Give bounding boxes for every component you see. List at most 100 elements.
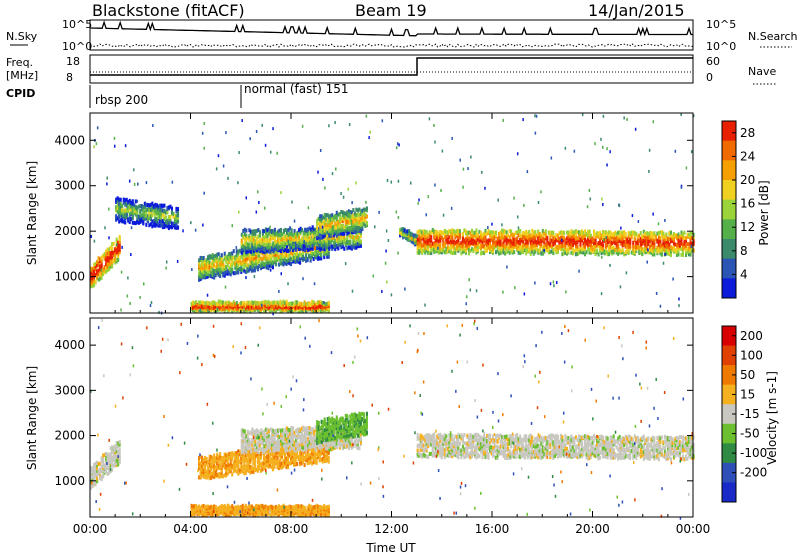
nsearch-line [89,43,694,48]
x-tick-label: 08:00 [274,522,309,536]
x-tick-label: 20:00 [575,522,610,536]
colorbar-swatch [722,121,736,142]
y-tick-label: 3000 [54,179,85,193]
echo-band [198,437,330,481]
colorbar-tick-label: 16 [740,197,755,211]
freq-line [90,57,693,76]
sky-tick-bottom-left: 10^0 [62,40,92,53]
colorbar-tick-label: 50 [740,368,755,382]
echo-band [90,235,121,289]
colorbar-tick-label: 100 [740,348,763,362]
colorbar-tick-label: 8 [740,244,748,258]
colorbar-swatch [722,258,736,279]
colorbar-swatch [722,180,736,201]
colorbar-tick-label: 15 [740,387,755,401]
echo-band [399,227,418,247]
nsky-line [90,20,693,37]
cpid-mode-2: normal (fast) 151 [244,82,348,96]
freq-tick-top: 18 [66,55,80,68]
colorbar-swatch [722,140,736,161]
x-tick-label: 16:00 [475,522,510,536]
y-tick-label: 2000 [54,429,85,443]
colorbar-swatch [722,482,736,503]
power-panel: 1000 2000 3000 4000 Slant Range [km] 4 8 12 16… [25,112,771,316]
velocity-echoes [90,318,695,520]
power-echoes [90,113,695,316]
colorbar-swatch [722,239,736,260]
velocity-colorbar-label: Velocity [m s-1] [765,371,779,465]
power-colorbar: 4 8 12 16 20 24 28 [721,120,755,299]
colorbar-tick-label: 4 [740,267,748,281]
colorbar-tick-label: 200 [740,329,763,343]
colorbar-swatch [722,219,736,240]
x-tick-label: 00:00 [73,522,108,536]
colorbar-tick-label: 28 [740,126,755,140]
freq-label: Freq. [6,56,33,69]
nsearch-label: N.Search [748,30,798,43]
sky-tick-top-right: 10^5 [706,18,736,31]
scatter-echoes [90,113,695,316]
y-tick-label: 4000 [54,338,85,352]
velocity-colorbar: 200 100 50 15 -15 -50 -100 -200 [721,325,767,503]
echo-band [190,503,330,518]
freq-tick-bottom: 8 [66,71,73,84]
echo-band [90,440,121,490]
cpid-label: CPID [6,87,35,100]
velocity-ylabel: Slant Range [km] [25,366,39,470]
y-tick-label: 2000 [54,224,85,238]
colorbar-tick-label: 20 [740,173,755,187]
x-tick-label: 00:00 [676,522,711,536]
colorbar-swatch [722,423,736,444]
freq-unit-label: [MHz] [6,69,38,82]
station-title: Blackstone (fitACF) [92,1,245,20]
colorbar-swatch [722,160,736,181]
echo-band [316,411,368,445]
echo-band [115,196,180,231]
colorbar-swatch [722,443,736,464]
echo-band [416,227,695,258]
power-colorbar-label: Power [dB] [757,180,771,245]
x-tick-label: 12:00 [374,522,409,536]
colorbar-swatch [722,345,736,366]
cpid-mode-1: rbsp 200 [95,93,148,107]
colorbar-tick-label: 24 [740,149,755,163]
y-tick-label: 1000 [54,474,85,488]
y-tick-label: 4000 [54,133,85,147]
scatter-echoes [90,318,694,520]
date-title: 14/Jan/2015 [588,1,685,20]
colorbar-swatch [722,365,736,386]
freq-panel: Freq. [MHz] 18 8 60 0 Nave [6,54,776,85]
colorbar-swatch [722,462,736,483]
velocity-panel: 1000 2000 3000 4000 00:00 04:00 08:00 12:00 16:0… [25,317,779,536]
colorbar-tick-label: -15 [740,407,760,421]
colorbar-swatch [722,384,736,405]
y-tick-label: 1000 [54,270,85,284]
nave-tick-bottom: 0 [706,71,713,84]
sky-panel: N.Sky 10^5 10^0 10^5 10^0 N.Search [6,18,798,53]
colorbar-swatch [722,278,736,299]
colorbar-tick-label: -100 [740,446,767,460]
velocity-axis: 1000 2000 3000 4000 00:00 04:00 08:00 12:00 16:0… [54,318,710,536]
echo-band [316,206,368,241]
cpid-row: CPID rbsp 200 normal (fast) 151 [6,82,348,108]
nave-label: Nave [748,65,776,78]
colorbar-tick-label: 12 [740,220,755,234]
power-axis: 1000 2000 3000 4000 [54,113,694,313]
colorbar-swatch [722,199,736,220]
colorbar-tick-label: -50 [740,427,760,441]
nave-tick-top: 60 [706,55,720,68]
y-tick-label: 3000 [54,383,85,397]
colorbar-tick-label: -200 [740,466,767,480]
nsky-label: N.Sky [6,30,38,43]
echo-band [416,432,695,462]
colorbar-swatch [722,404,736,425]
echo-band [240,423,362,455]
power-ylabel: Slant Range [km] [25,161,39,265]
sky-tick-bottom-right: 10^0 [706,40,736,53]
sky-tick-top-left: 10^5 [62,18,92,31]
x-axis-label: Time UT [365,541,416,554]
echo-band [190,299,330,314]
x-tick-label: 04:00 [173,522,208,536]
colorbar-swatch [722,326,736,347]
